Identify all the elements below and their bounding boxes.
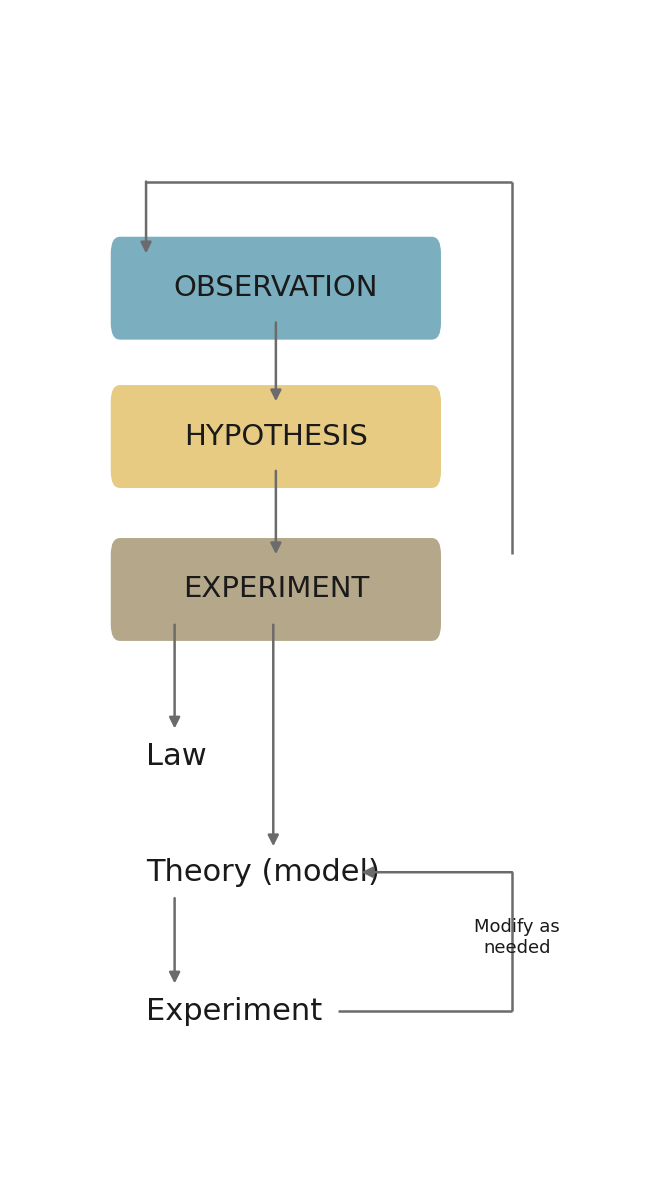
FancyBboxPatch shape [111,385,441,488]
Text: Theory (model): Theory (model) [146,857,380,886]
Text: HYPOTHESIS: HYPOTHESIS [184,423,368,450]
FancyBboxPatch shape [111,538,441,641]
Text: OBSERVATION: OBSERVATION [174,275,378,302]
Text: Law: Law [146,742,207,771]
FancyBboxPatch shape [111,237,441,340]
Text: EXPERIMENT: EXPERIMENT [183,576,369,603]
Text: Modify as
needed: Modify as needed [474,917,560,956]
Text: Experiment: Experiment [146,997,322,1026]
